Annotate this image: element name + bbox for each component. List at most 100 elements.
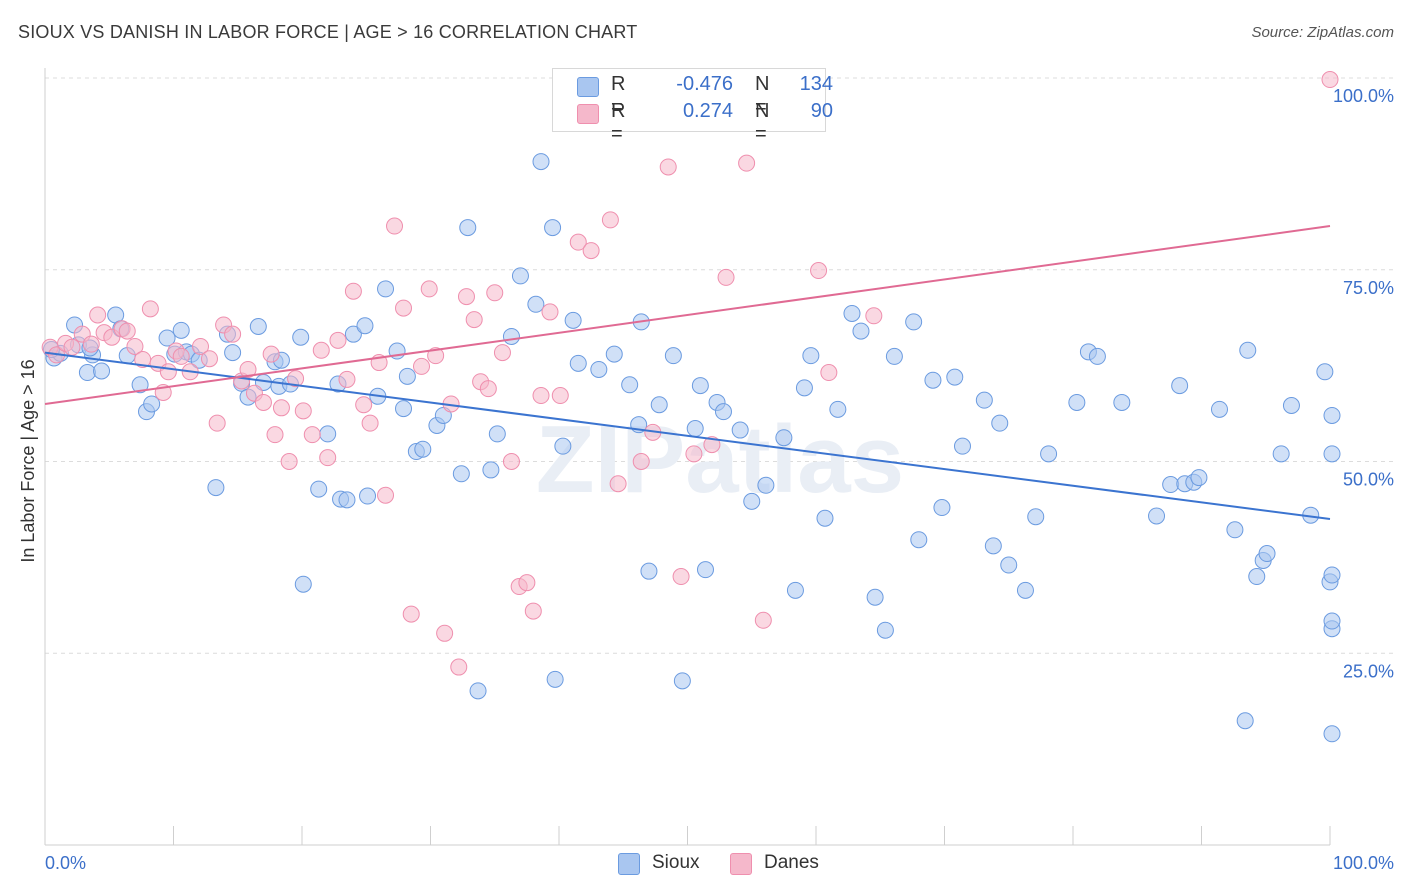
sioux-point	[395, 400, 413, 418]
danes-point	[303, 426, 321, 444]
danes-point	[601, 211, 619, 229]
sioux-point	[1258, 545, 1276, 563]
danes-point	[159, 363, 177, 381]
sioux-point	[640, 562, 658, 580]
sioux-point	[398, 367, 416, 385]
tick-labels: 25.0% 50.0% 75.0% 100.0% 0.0% 100.0% In Labor …	[18, 86, 1394, 873]
danes-point	[312, 341, 330, 359]
danes-point	[172, 347, 190, 365]
y-axis-label: In Labor Force | Age > 16	[18, 359, 38, 562]
sioux-point	[650, 396, 668, 414]
danes-point	[659, 158, 677, 176]
danes-point	[266, 426, 284, 444]
danes-point	[551, 387, 569, 405]
danes-point	[524, 602, 542, 620]
danes-point	[1321, 71, 1339, 89]
danes-point	[569, 233, 587, 251]
danes-point	[486, 284, 504, 302]
danes-point	[319, 449, 337, 467]
danes-point	[280, 453, 298, 470]
sioux-point	[1248, 568, 1266, 586]
sioux-point	[1323, 612, 1341, 630]
danes-point	[239, 360, 257, 378]
sioux-point	[605, 345, 623, 363]
sioux-point	[93, 362, 111, 380]
sioux-point	[829, 400, 847, 418]
sioux-point	[1088, 347, 1106, 365]
sioux-point	[488, 425, 506, 443]
sioux-point	[991, 414, 1009, 432]
sioux-swatch	[577, 77, 599, 97]
sioux-point	[866, 588, 884, 606]
sioux-point	[172, 321, 190, 339]
danes-point	[361, 414, 379, 432]
axes	[44, 68, 1331, 846]
sioux-point	[319, 425, 337, 443]
sioux-point	[511, 267, 529, 285]
danes-point	[294, 402, 312, 420]
sioux-point	[459, 219, 477, 237]
r-label: R =	[611, 100, 626, 145]
danes-point	[386, 217, 404, 235]
sioux-point	[469, 682, 487, 700]
danes-point	[338, 370, 356, 388]
sioux-point	[590, 360, 608, 378]
watermark: ZIPatlas	[536, 406, 904, 513]
sioux-point	[1323, 725, 1341, 743]
sioux-point	[554, 437, 572, 455]
danes-point	[810, 262, 828, 280]
sioux-point	[786, 581, 804, 599]
sioux-point	[414, 440, 432, 458]
y-tick-label: 25.0%	[1343, 661, 1394, 681]
sioux-point	[131, 376, 149, 394]
danes-point	[582, 242, 600, 260]
danes-point	[208, 414, 226, 432]
danes-point	[402, 605, 420, 623]
sioux-trend-line	[44, 351, 1331, 521]
points	[41, 70, 1341, 743]
sioux-point	[527, 295, 545, 313]
trend-lines	[44, 225, 1331, 521]
sioux-point	[1226, 521, 1244, 539]
sioux-point	[816, 509, 834, 527]
sioux-point	[1272, 445, 1290, 463]
sioux-point	[482, 461, 500, 479]
danes-trend-line	[44, 225, 1331, 405]
danes-point	[287, 370, 305, 388]
danes-point	[532, 387, 550, 405]
sioux-point	[338, 491, 356, 509]
sioux-point	[1148, 507, 1166, 525]
sioux-point	[310, 480, 328, 498]
danes-point	[436, 624, 454, 642]
sioux-point	[377, 280, 395, 298]
sioux-point	[1000, 556, 1018, 574]
danes-point	[672, 568, 690, 586]
sioux-point	[933, 499, 951, 517]
sioux-point	[731, 421, 749, 439]
danes-point	[609, 475, 627, 493]
sioux-point	[158, 329, 176, 347]
sioux-point	[924, 371, 942, 389]
sioux-point	[249, 318, 267, 336]
sioux-swatch	[618, 853, 640, 875]
danes-point	[224, 325, 242, 343]
danes-point	[254, 393, 272, 411]
n-value: 90	[810, 100, 833, 122]
stats-legend: R = -0.476 N = 134 R = 0.274 N = 90	[552, 68, 833, 145]
sioux-point	[673, 672, 691, 690]
danes-point	[541, 303, 559, 321]
danes-point	[754, 611, 772, 629]
danes-point	[502, 453, 520, 470]
danes-point	[63, 338, 81, 356]
sioux-point	[292, 328, 310, 346]
danes-point	[377, 486, 395, 504]
danes-point	[703, 436, 721, 454]
danes-point	[413, 357, 431, 375]
chart-title: SIOUX VS DANISH IN LABOR FORCE | AGE > 1…	[18, 22, 638, 42]
sioux-point	[564, 311, 582, 329]
sioux-point	[775, 429, 793, 447]
r-label: R =	[611, 73, 626, 118]
sioux-point	[696, 561, 714, 579]
sioux-point	[1016, 581, 1034, 599]
